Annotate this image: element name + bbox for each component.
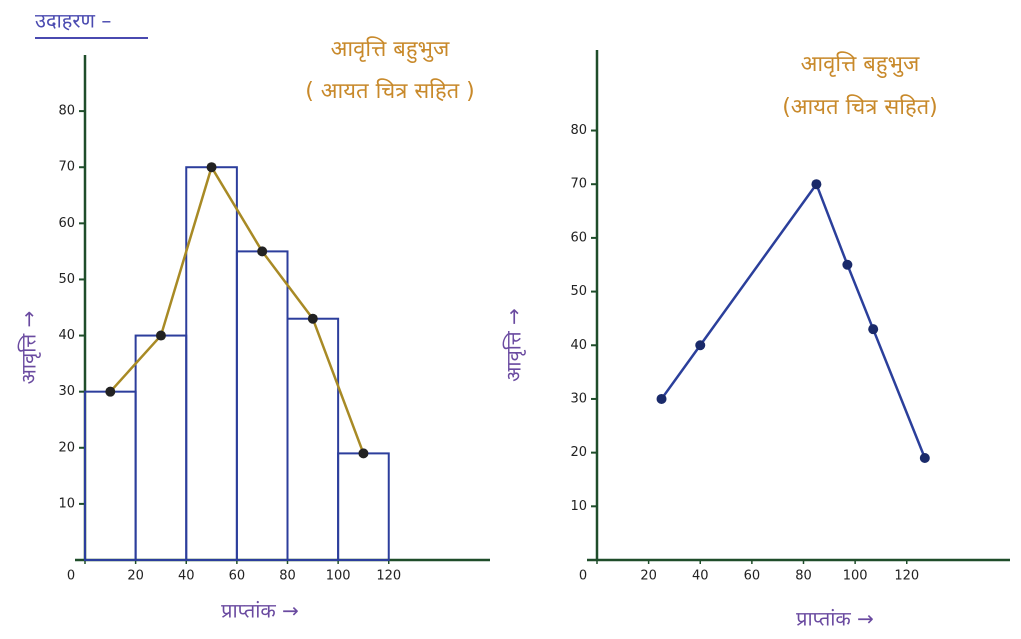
y-tick-label: 70 [58,160,75,175]
point [307,313,318,324]
x-axis-label: प्राप्तांक → [796,607,874,631]
y-tick-label: 60 [58,216,75,231]
chart-subtitle: ( आयत चित्र सहित ) [305,78,475,104]
x-tick-label: 120 [376,569,401,584]
y-tick-label: 30 [570,391,587,406]
point [155,330,166,341]
x-tick-label: 120 [894,569,919,584]
point [105,386,116,397]
x-tick-label: 0 [579,569,587,584]
y-axis-label: आवृत्ति → [502,308,527,382]
y-tick-label: 70 [570,177,587,192]
point [206,162,217,173]
x-tick-label: 100 [843,569,868,584]
y-tick-label: 20 [570,445,587,460]
x-tick-label: 0 [67,569,75,584]
x-tick-label: 60 [744,569,761,584]
y-tick-label: 40 [58,328,75,343]
y-axis-label: आवृत्ति → [17,311,42,385]
y-tick-label: 40 [570,338,587,353]
x-tick-label: 40 [692,569,709,584]
bar [286,317,340,561]
y-tick-label: 50 [58,272,75,287]
polygon-line [109,164,365,454]
y-tick-label: 20 [58,440,75,455]
y-tick-label: 80 [570,123,587,138]
chart-subtitle: (आयत चित्र सहित) [782,94,938,120]
x-tick-label: 80 [279,569,296,584]
bar [134,334,188,561]
y-tick-label: 30 [58,384,75,399]
y-tick-label: 50 [570,284,587,299]
chart-title: आवृत्ति बहुभुज [801,51,920,78]
polygon-line [660,181,926,459]
x-tick-label: 20 [640,569,657,584]
point [695,340,706,351]
bar [235,250,289,561]
bar [337,452,390,561]
point [656,393,667,404]
x-tick-label: 60 [229,569,246,584]
y-tick-label: 60 [570,230,587,245]
point [919,453,930,463]
y-tick-label: 80 [58,104,75,119]
point [257,246,268,257]
chart-title: आवृत्ति बहुभुज [331,36,450,63]
point [358,448,369,459]
x-tick-label: 40 [178,569,195,584]
point [842,259,853,270]
point [868,324,879,335]
y-tick-label: 10 [570,499,587,514]
point [811,179,822,190]
y-tick-label: 10 [58,496,75,511]
x-axis-label: प्राप्तांक → [221,599,299,623]
x-tick-label: 80 [795,569,812,584]
bar [84,390,137,561]
x-tick-label: 100 [326,569,351,584]
header-title: उदाहरण – [35,9,111,33]
x-tick-label: 20 [127,569,144,584]
